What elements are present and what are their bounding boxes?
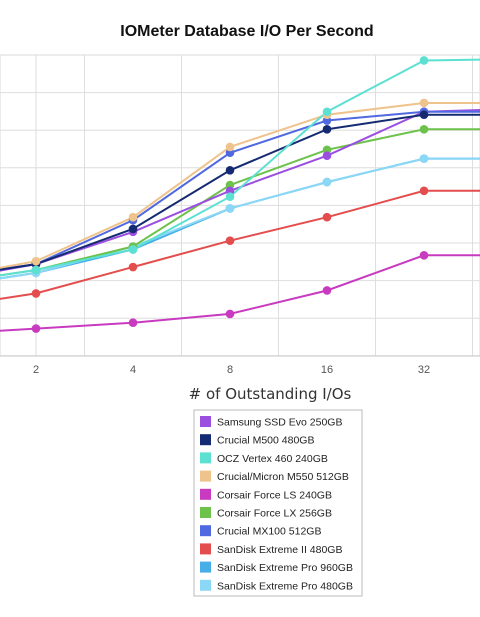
legend-box: [193, 409, 363, 597]
x-tick-label: 4: [130, 364, 136, 376]
legend-swatch: [200, 525, 211, 537]
data-point: [322, 107, 332, 117]
legend-entry-label: Samsung SSD Evo 250GB: [217, 417, 342, 429]
legend-entry-label: OCZ Vertex 460 240GB: [217, 453, 328, 465]
legend: Samsung SSD Evo 250GB Crucial M500 480GB O…: [193, 409, 363, 597]
x-tick-label: 2: [33, 364, 39, 376]
data-point: [419, 125, 429, 134]
legend-entry-label: SanDisk Extreme II 480GB: [217, 544, 342, 556]
legend-swatch: [200, 434, 211, 446]
data-point: [128, 318, 138, 328]
legend-entry-label: Crucial M500 480GB: [217, 435, 314, 447]
x-tick-label: 16: [321, 364, 333, 376]
data-point: [128, 224, 138, 234]
x-ticks: 2 4 8 16 32: [33, 364, 430, 376]
legend-swatch: [200, 543, 211, 555]
data-point: [419, 154, 429, 163]
legend-swatch: [200, 561, 211, 573]
data-point: [419, 110, 429, 119]
legend-swatch: [200, 470, 211, 482]
data-point: [31, 324, 41, 333]
data-point: [225, 192, 235, 202]
legend-swatch: [200, 507, 211, 518]
x-axis-label: # of Outstanding I/Os: [189, 385, 352, 403]
legend-swatch: [200, 452, 211, 464]
legend-entry-label: Corsair Force LS 240GB: [217, 489, 332, 501]
data-point: [322, 286, 332, 295]
data-point: [322, 151, 332, 160]
data-point: [225, 309, 235, 319]
data-point: [322, 125, 332, 134]
data-point: [419, 56, 429, 65]
legend-swatch: [200, 579, 211, 591]
data-point: [225, 142, 235, 152]
data-point: [419, 186, 429, 196]
data-point: [31, 265, 41, 275]
legend-entry-label: Crucial MX100 512GB: [217, 526, 321, 538]
series-points: [31, 56, 429, 333]
legend-swatch: [200, 416, 211, 427]
data-point: [322, 212, 332, 222]
data-point: [322, 177, 332, 187]
data-point: [31, 256, 41, 266]
data-point: [419, 98, 429, 108]
legend-swatch: [200, 488, 211, 500]
data-point: [225, 166, 235, 175]
legend-entry-label: Crucial/Micron M550 512GB: [217, 471, 349, 483]
x-tick-label: 32: [418, 364, 430, 376]
x-tick-label: 8: [227, 364, 233, 376]
data-point: [225, 236, 235, 245]
data-point: [225, 204, 235, 213]
data-point: [128, 262, 138, 272]
legend-entry-label: SanDisk Extreme Pro 960GB: [217, 562, 353, 574]
data-point: [419, 251, 429, 260]
legend-entry-label: SanDisk Extreme Pro 480GB: [217, 580, 353, 592]
legend-entry-label: Corsair Force LX 256GB: [217, 508, 332, 520]
data-point: [128, 245, 138, 254]
chart-title: IOMeter Database I/O Per Second: [120, 23, 373, 40]
data-point: [31, 289, 41, 298]
data-point: [128, 212, 138, 222]
